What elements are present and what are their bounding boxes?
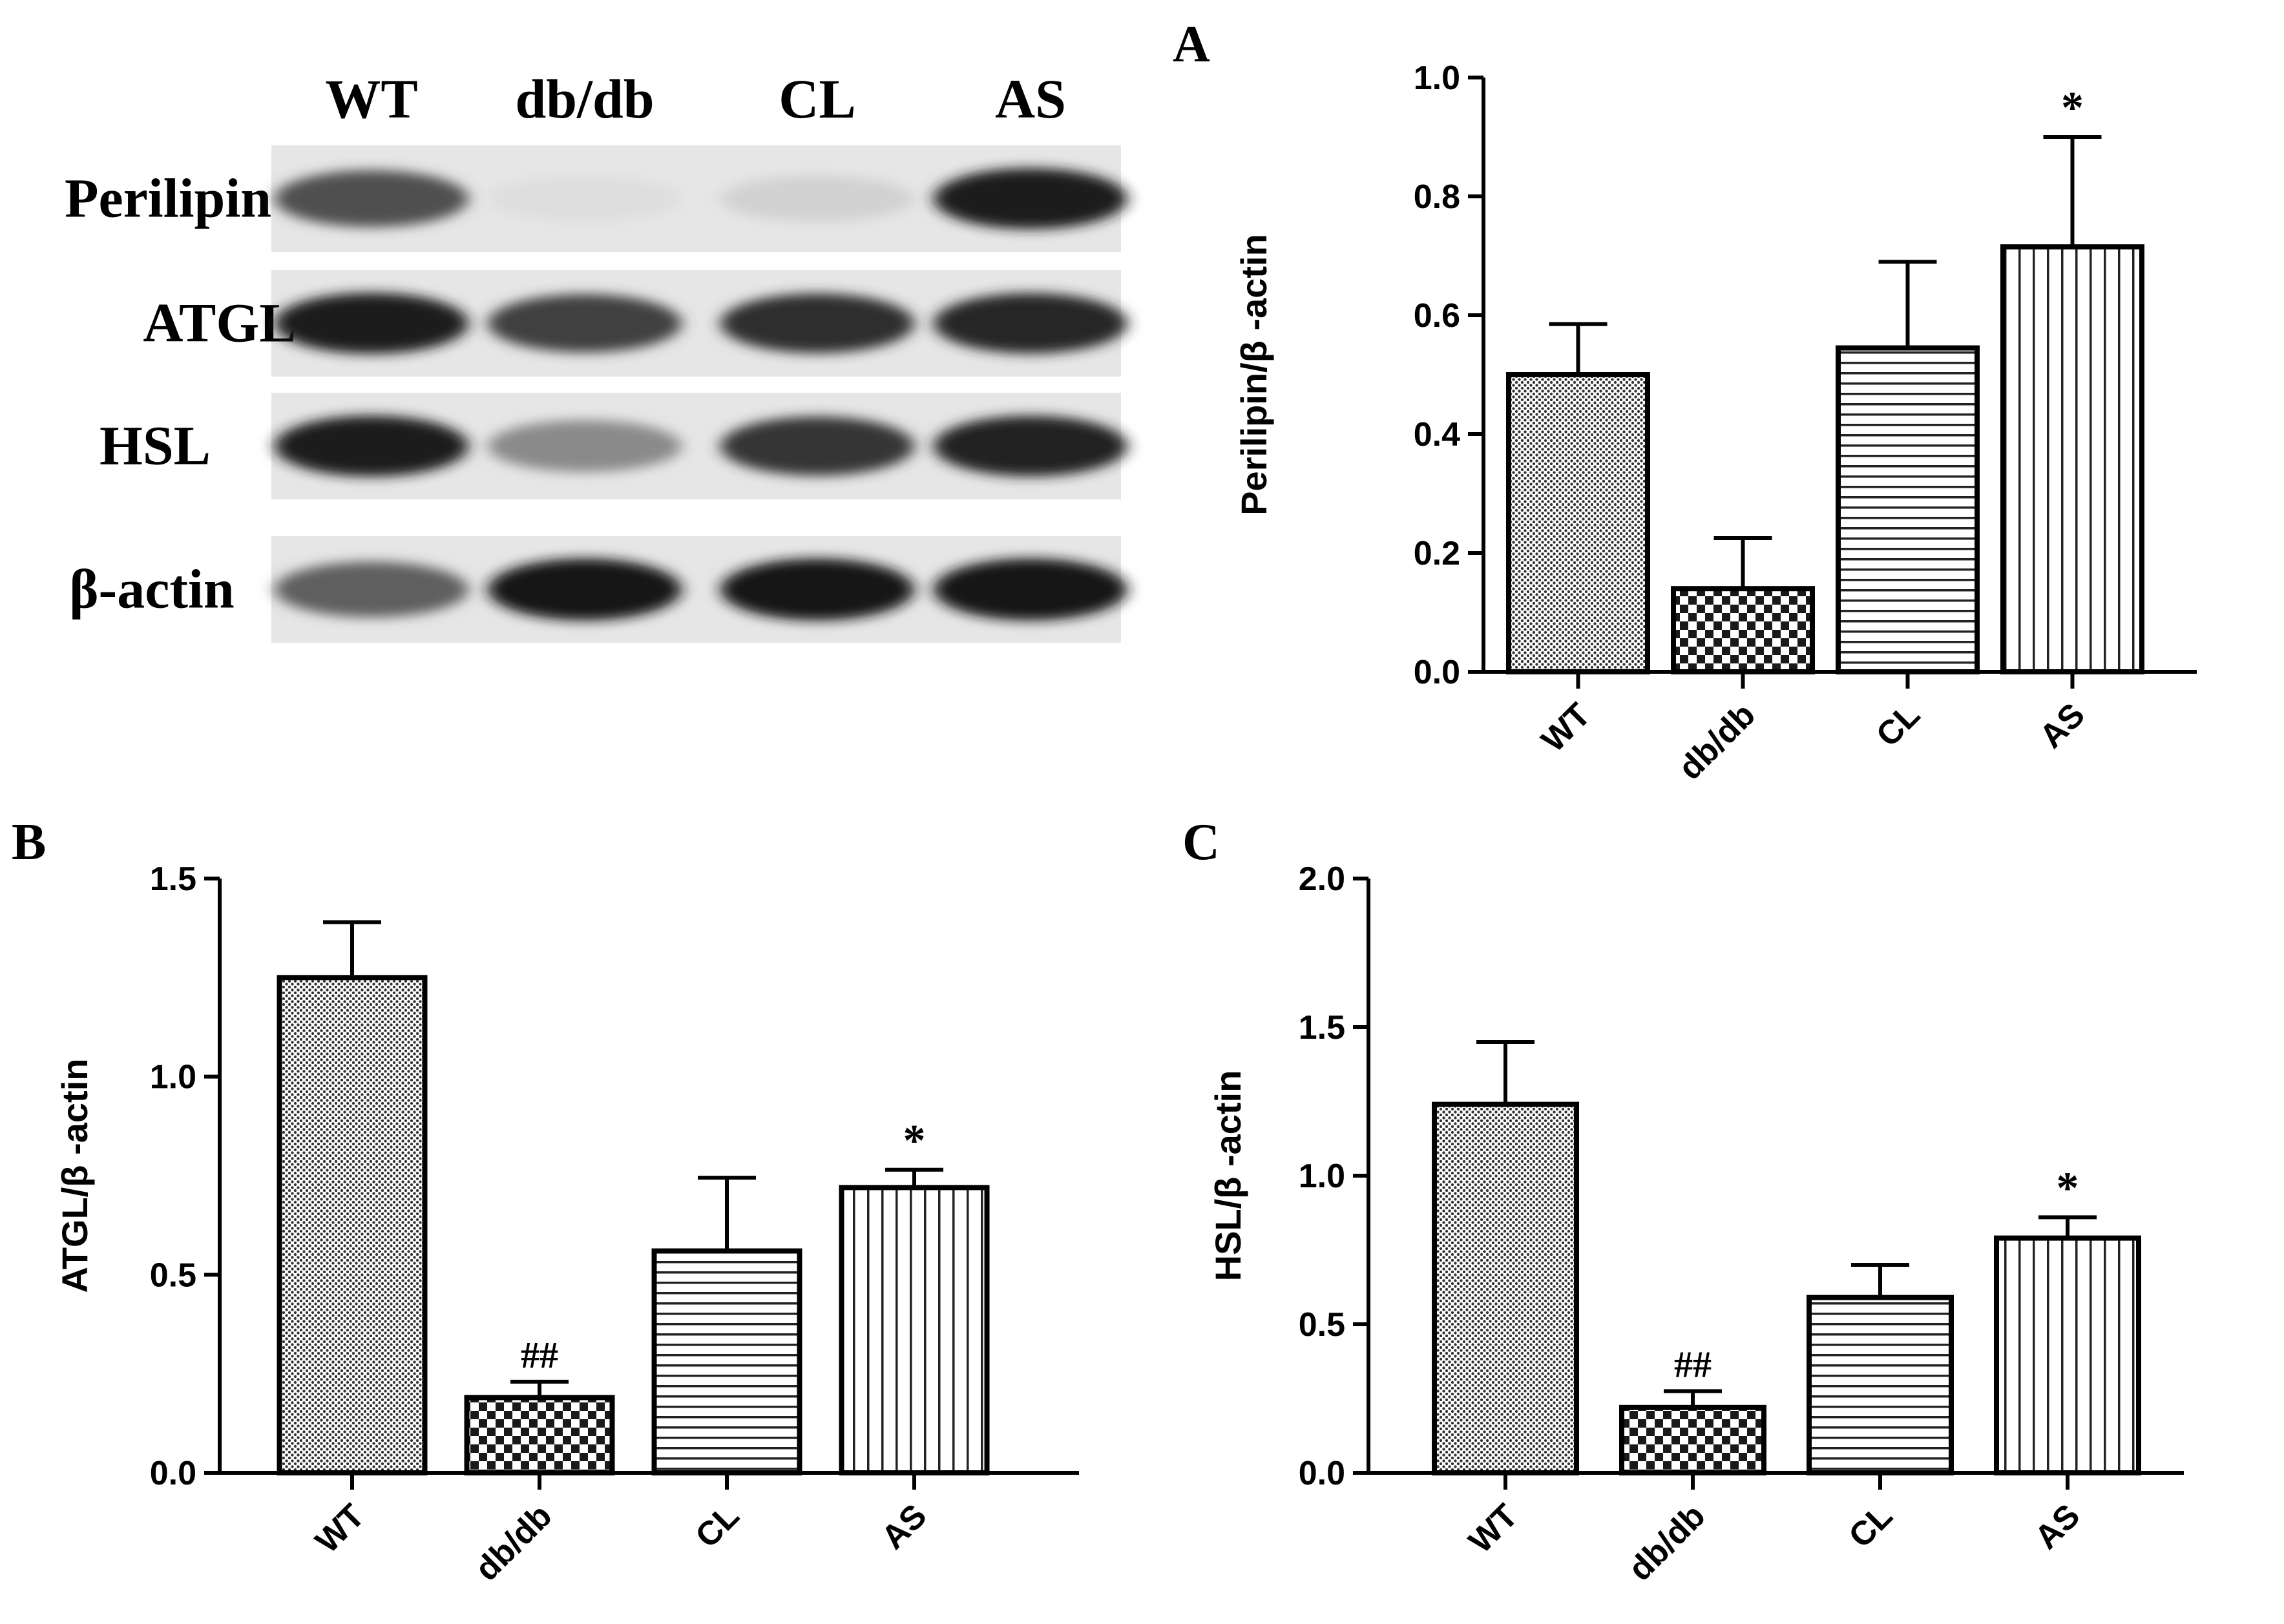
x-tick-label: WT [1535,696,1598,759]
blot-protein-label: HSL [100,415,211,477]
bar-as [839,1185,990,1476]
blot-band [934,415,1127,477]
y-tick-label: 1.0 [1414,59,1460,97]
blot-band [720,175,914,222]
blot-band [488,176,682,222]
x-tick-label: db/db [468,1497,559,1588]
blot-lane-label: db/db [515,68,654,130]
y-axis-label: HSL/β -actin [1208,1070,1248,1282]
bar-cl [651,1248,802,1475]
chart-panel-a: 0.0 0.2 0.4 0.6 0.8 1.0 Perilipin/β -actin WT db… [1233,59,2197,787]
blot-band [488,558,682,621]
y-tick-label: 0.5 [150,1256,196,1294]
x-tick-label: db/db [1621,1497,1712,1588]
blot-band [275,415,468,477]
y-tick-label: 1.5 [150,860,196,898]
panel-label-c: C [1182,814,1220,871]
y-tick-label: 0.0 [1414,654,1460,691]
y-tick-label: 2.0 [1299,860,1345,898]
y-axis-label: ATGL/β -actin [54,1059,95,1293]
x-tick-label: db/db [1671,696,1763,787]
bar-db-db [464,1395,615,1475]
bar-wt [1432,1101,1579,1475]
significance-mark: * [903,1116,926,1166]
y-tick-label: 0.6 [1414,297,1460,335]
blot-band [488,420,682,472]
blot-band [488,294,682,353]
y-axis-label: Perilipin/β -actin [1233,234,1274,515]
chart-panel-b: 0.0 0.5 1.0 1.5 ATGL/β -actin WT db/db ## CL AS * [54,860,1079,1588]
y-tick-label: 1.0 [1299,1158,1345,1195]
blot-band [934,293,1127,354]
blot-lane-label: WT [325,68,417,130]
blot-lane-label: AS [995,68,1066,130]
chart-panel-c: 0.0 0.5 1.0 1.5 2.0 HSL/β -actin WT db/db ## CL AS… [1208,860,2184,1588]
x-tick-label: WT [308,1497,372,1560]
blot-protein-label: β-actin [69,558,234,620]
blot-band [275,170,468,227]
bar-cl [1836,345,1980,674]
x-tick-label: CL [688,1497,746,1555]
y-tick-label: 0.0 [150,1455,196,1492]
blot-band [934,558,1127,621]
blot-band [720,416,914,476]
blot-protein-label: ATGL [143,292,296,354]
bar-db-db [1619,1404,1766,1476]
bar-as [1994,1235,2141,1475]
blot-band [720,293,914,353]
blot-band [275,293,468,354]
blot-band [275,561,468,618]
significance-mark: * [2057,1163,2079,1213]
y-tick-label: 1.0 [150,1059,196,1096]
blot-lane-label: CL [779,68,855,130]
y-tick-label: 0.4 [1414,416,1460,453]
y-tick-label: 0.2 [1414,535,1460,572]
x-tick-label: AS [2033,696,2092,755]
significance-mark: ## [1674,1344,1712,1386]
y-tick-label: 0.8 [1414,178,1460,216]
x-tick-label: WT [1462,1497,1525,1560]
bar-as [2000,244,2144,674]
blot-band [934,168,1127,229]
bar-db-db [1671,586,1815,675]
y-tick-label: 0.5 [1299,1306,1345,1344]
panel-label-a: A [1173,16,1210,73]
blot-protein-label: Perilipin [65,167,271,229]
significance-mark: * [2061,83,2084,133]
significance-mark: ## [521,1334,558,1376]
x-tick-label: AS [2027,1497,2087,1556]
x-tick-label: AS [874,1497,934,1556]
x-tick-label: CL [1841,1497,1900,1555]
bar-wt [1506,372,1650,674]
blot-band [720,558,914,621]
x-tick-label: CL [1869,696,1927,754]
y-tick-label: 1.5 [1299,1009,1345,1046]
bar-wt [277,975,428,1476]
bar-cl [1807,1295,1954,1475]
y-tick-label: 0.0 [1299,1455,1345,1492]
western-blot: WT db/db CL AS Perilipin ATGL HSL β-actin [65,68,1127,643]
panel-label-b: B [12,814,46,871]
